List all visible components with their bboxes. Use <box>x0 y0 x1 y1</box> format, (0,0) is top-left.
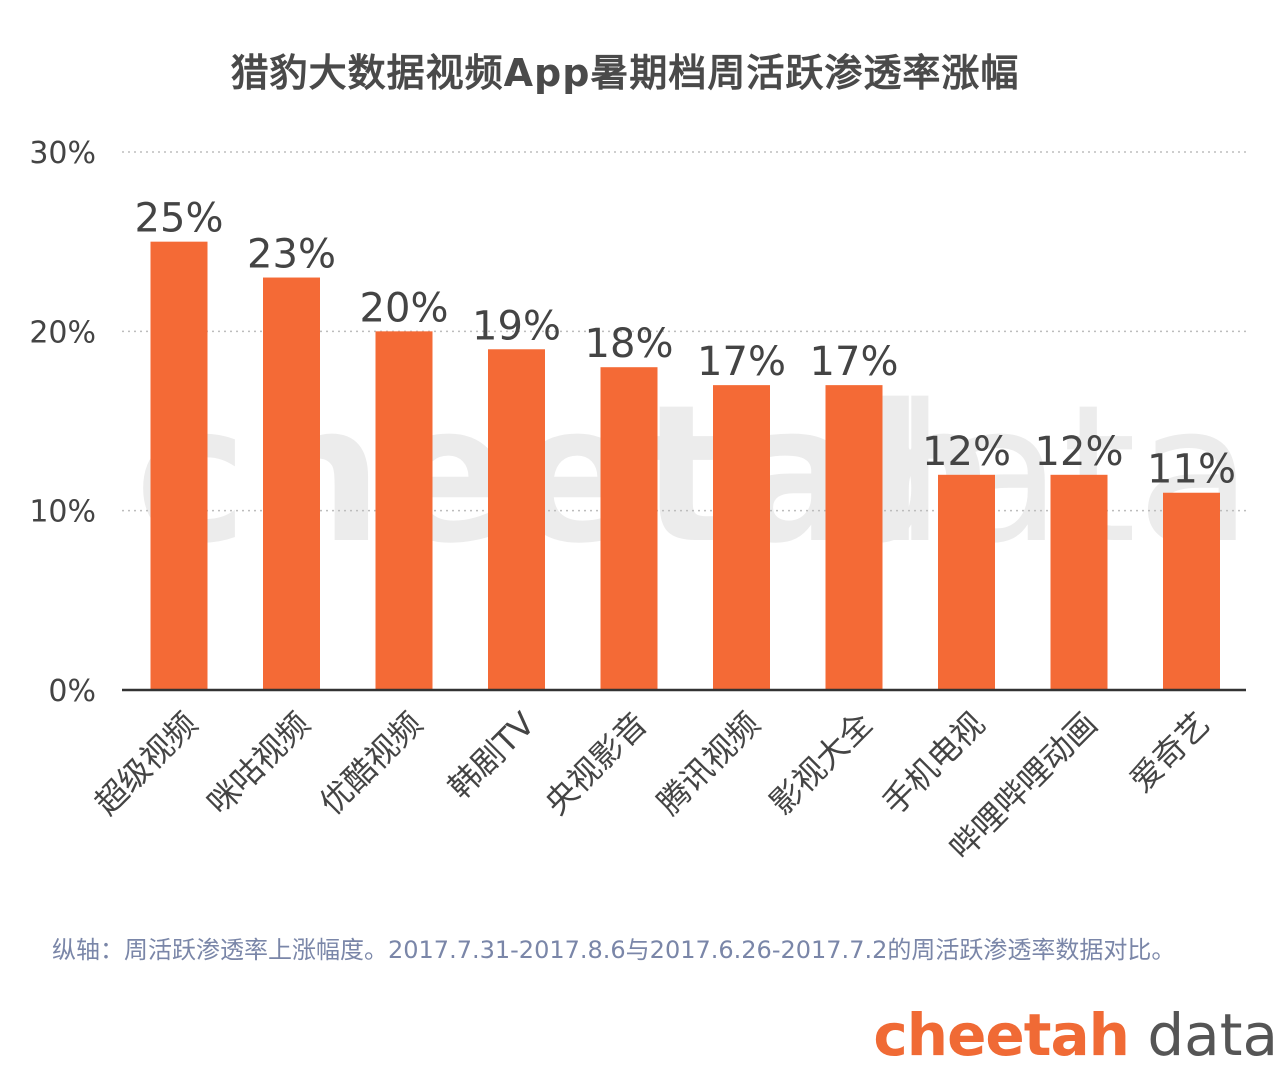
cheetah-data-logo: cheetah data <box>873 1005 1278 1065</box>
x-tick-label-5: 腾讯视频 <box>650 705 767 822</box>
value-label-7: 12% <box>922 429 1011 475</box>
bar-6 <box>825 385 883 690</box>
value-label-9: 11% <box>1147 447 1236 493</box>
value-label-0: 25% <box>135 196 224 242</box>
chart-title: 猎豹大数据视频App暑期档周活跃渗透率涨幅 <box>230 51 1020 95</box>
value-label-2: 20% <box>360 285 449 331</box>
y-tick-label: 0% <box>48 674 96 709</box>
y-tick-label: 10% <box>29 495 96 530</box>
bar-0 <box>150 241 208 690</box>
bar-8 <box>1050 474 1108 690</box>
value-label-5: 17% <box>697 339 786 385</box>
value-label-3: 19% <box>472 303 561 349</box>
bar-4 <box>600 367 658 690</box>
bar-9 <box>1163 492 1220 690</box>
x-tick-label-1: 咪咕视频 <box>200 705 317 822</box>
x-tick-label-9: 爱奇艺 <box>1122 705 1217 800</box>
value-label-8: 12% <box>1035 429 1124 475</box>
bar-3 <box>488 349 545 690</box>
value-label-4: 18% <box>585 321 674 367</box>
bar-chart: cheetah data 0%10%20%30% 25%23%20% 19% 18%… <box>29 136 1253 868</box>
value-label-6: 17% <box>810 339 899 385</box>
x-tick-label-3: 韩剧TV <box>441 705 543 807</box>
y-tick-label: 30% <box>29 136 96 171</box>
y-axis-ticks: 0% 10% 20% 30% <box>29 136 96 709</box>
y-tick-label: 20% <box>29 315 96 350</box>
bar-1 <box>263 277 320 690</box>
logo-light-text: data <box>1147 1001 1278 1069</box>
x-tick-label-6: 影视大全 <box>762 705 879 822</box>
x-tick-label-4: 央视影音 <box>537 705 654 822</box>
x-tick-label-2: 优酷视频 <box>312 705 429 822</box>
bars <box>150 241 1220 690</box>
x-tick-label-7: 手机电视 <box>875 705 992 822</box>
logo-bold-text: cheetah <box>873 1001 1130 1069</box>
value-labels: 25% 23% 20% 19% 18% 17% 17% 12% 12% 11% <box>135 196 1236 493</box>
value-label-1: 23% <box>247 232 336 278</box>
bar-5 <box>713 385 770 690</box>
bar-2 <box>375 331 433 690</box>
bar-7 <box>938 474 995 690</box>
x-tick-label-0: 超级视频 <box>87 705 204 822</box>
footnote: 纵轴：周活跃渗透率上涨幅度。2017.7.31-2017.8.6与2017.6.… <box>52 936 1176 964</box>
